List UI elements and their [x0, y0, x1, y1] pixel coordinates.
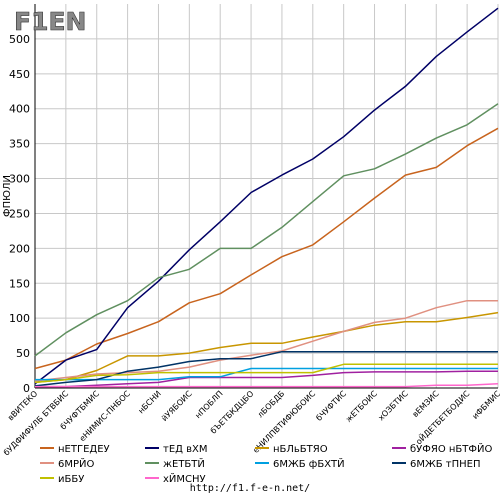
logo: F1EN	[12, 6, 87, 36]
y-axis-label: ФПЮЛИ	[2, 175, 13, 217]
y-tick-label: 400	[9, 103, 30, 116]
x-tick-label: хОЗБТИС	[377, 389, 411, 423]
y-tick-label: 0	[23, 382, 30, 395]
footer-url[interactable]: http://f1.f-e-n.net/	[189, 483, 311, 494]
axes	[34, 4, 498, 389]
x-tick-label: нБСНИ	[136, 389, 162, 415]
x-tick-label: лБОБДБ	[256, 389, 286, 419]
x-tick-label: нПОБЛП	[193, 389, 224, 420]
x-tick-label: жЕТБОИС	[344, 389, 379, 424]
series-line	[34, 127, 499, 370]
legend-label: нБЛьБТЯО	[273, 444, 328, 455]
legend-label: нЕТГЕДЕУ	[58, 444, 110, 455]
y-tick-label: 150	[9, 277, 30, 290]
series-line	[35, 383, 499, 388]
legend-label: бУФЯО нБТФЙО	[410, 442, 492, 455]
series-line	[34, 103, 499, 357]
legend-label: тЕД вХМ	[163, 444, 208, 455]
y-tick-label: 500	[9, 33, 30, 46]
y-tick-label: 50	[16, 347, 30, 360]
legend-label: иББУ	[58, 474, 84, 485]
y-tick-label: 300	[9, 173, 30, 186]
y-tick-label: 100	[9, 312, 30, 325]
legend-label: 6МЖБ фБХТЙ	[273, 457, 345, 470]
legend-label: 6МЖБ тПНЕП	[410, 459, 481, 470]
y-tick-label: 450	[9, 68, 30, 81]
y-tick-label: 350	[9, 138, 30, 151]
x-tick-label: оЙДЕТБЕТБОДИС	[413, 387, 472, 446]
legend-label: жЕТБТЙ	[163, 457, 205, 470]
logo-mark: F1EN	[14, 7, 86, 36]
series-line	[35, 370, 498, 388]
y-tick-label: 250	[9, 207, 30, 220]
series-line	[34, 311, 499, 384]
x-tick-label: иФБМИС	[471, 389, 500, 421]
series-line	[34, 363, 498, 384]
legend: нЕТГЕДЕУ тЕД вХМ нБЛьБТЯО бУФЯО нБТФЙО 6МРЙО…	[40, 442, 492, 485]
legend-label: хЙМСНУ	[163, 472, 206, 485]
series-line	[34, 7, 499, 385]
y-tick-labels: 0 50 100 150 200 250 300 350 400 450 500	[9, 33, 30, 395]
legend-label: 6МРЙО	[58, 457, 95, 470]
series-lines	[34, 7, 499, 388]
x-tick-label: вЕМЗИС	[411, 389, 441, 419]
y-tick-label: 200	[9, 242, 30, 255]
series-line	[34, 299, 498, 382]
grid-lines	[34, 4, 499, 389]
series-line	[35, 367, 498, 381]
x-tick-label: йУЯБОИС	[160, 389, 194, 423]
